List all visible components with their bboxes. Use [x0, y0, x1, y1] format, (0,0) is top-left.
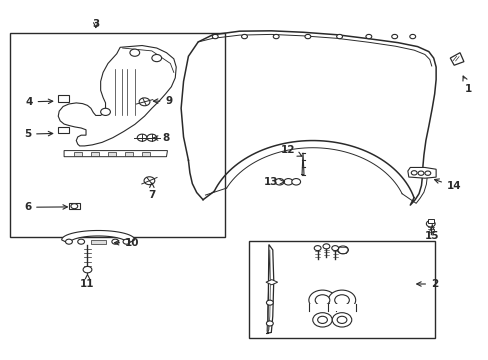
Text: 8: 8 [153, 133, 170, 143]
Circle shape [331, 246, 338, 251]
Circle shape [336, 316, 346, 323]
Text: 4: 4 [25, 97, 53, 107]
Polygon shape [449, 53, 463, 65]
Circle shape [275, 179, 284, 185]
Bar [249, 241, 434, 338]
Polygon shape [308, 304, 335, 311]
Circle shape [308, 290, 335, 310]
Text: 9: 9 [153, 96, 172, 106]
Text: 10: 10 [114, 238, 139, 248]
Circle shape [305, 35, 310, 39]
Polygon shape [58, 45, 176, 146]
Circle shape [417, 171, 423, 175]
Circle shape [139, 98, 150, 106]
Circle shape [426, 221, 434, 227]
Text: 14: 14 [434, 179, 461, 192]
Circle shape [291, 179, 300, 185]
Bar [427, 220, 433, 223]
Circle shape [266, 321, 273, 326]
Text: 3: 3 [92, 19, 99, 29]
Circle shape [144, 177, 155, 185]
Text: 12: 12 [281, 144, 301, 156]
Circle shape [284, 179, 292, 185]
Text: 15: 15 [424, 225, 439, 240]
Circle shape [212, 35, 218, 39]
Circle shape [317, 316, 327, 323]
Text: 6: 6 [24, 202, 67, 212]
Circle shape [71, 204, 78, 209]
Text: 1: 1 [462, 76, 471, 94]
Circle shape [314, 246, 321, 251]
Polygon shape [64, 150, 167, 157]
Circle shape [409, 35, 415, 39]
Bar [142, 152, 150, 156]
Circle shape [147, 134, 156, 141]
Text: 2: 2 [416, 279, 437, 289]
Circle shape [365, 35, 371, 39]
Bar [91, 152, 99, 156]
Bar [58, 127, 69, 134]
Bar [69, 203, 80, 210]
Circle shape [328, 290, 355, 310]
Bar [10, 33, 224, 237]
Circle shape [137, 134, 146, 141]
Circle shape [101, 108, 110, 116]
Bar [125, 152, 133, 156]
Circle shape [241, 35, 247, 39]
Circle shape [337, 246, 347, 254]
Circle shape [273, 35, 279, 39]
Text: 13: 13 [264, 177, 284, 187]
Bar [91, 239, 105, 244]
Circle shape [130, 49, 140, 56]
Polygon shape [328, 304, 355, 311]
Text: 7: 7 [148, 183, 155, 200]
Circle shape [152, 54, 161, 62]
Text: 11: 11 [80, 274, 95, 289]
Circle shape [315, 295, 329, 306]
Circle shape [334, 295, 348, 306]
Circle shape [312, 313, 331, 327]
Circle shape [336, 35, 342, 39]
Circle shape [410, 171, 416, 175]
Circle shape [266, 300, 273, 305]
Bar [108, 152, 116, 156]
Polygon shape [266, 244, 273, 333]
Polygon shape [61, 230, 135, 243]
Circle shape [65, 239, 72, 244]
Circle shape [323, 244, 329, 249]
Circle shape [123, 239, 130, 244]
Circle shape [78, 239, 84, 244]
Circle shape [391, 35, 397, 39]
Bar [74, 152, 81, 156]
Polygon shape [265, 280, 277, 285]
Text: 5: 5 [24, 129, 53, 139]
Circle shape [112, 239, 119, 244]
Circle shape [424, 171, 430, 175]
Polygon shape [407, 167, 435, 178]
Circle shape [83, 266, 92, 273]
Bar [58, 95, 69, 102]
Circle shape [331, 313, 351, 327]
